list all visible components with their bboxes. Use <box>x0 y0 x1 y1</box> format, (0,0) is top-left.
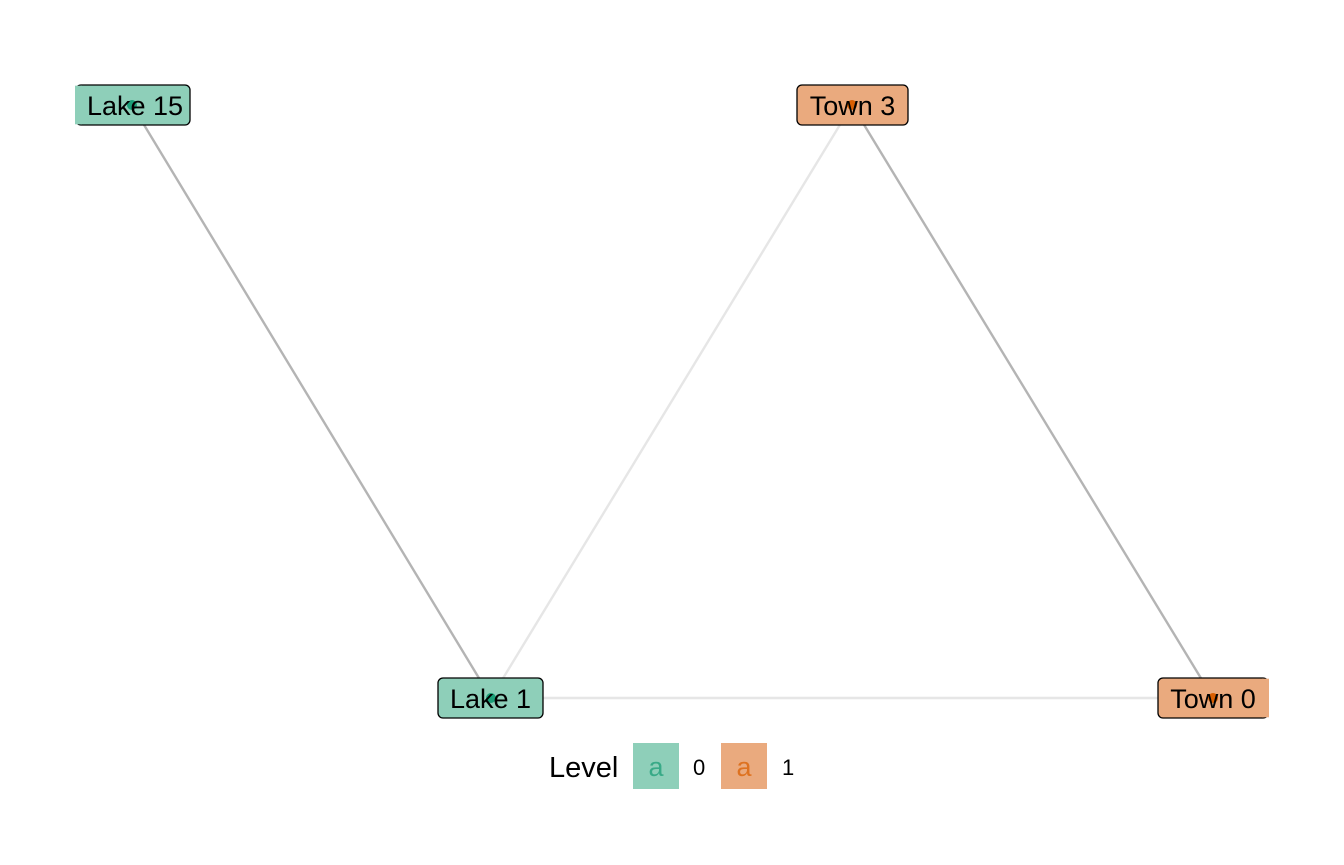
node-town0: Town 0 <box>1157 677 1269 719</box>
legend: Level a 0 a 1 <box>549 743 794 789</box>
legend-label-level-1: 1 <box>782 755 794 780</box>
node-point <box>847 100 857 110</box>
node-lake1: Lake 1 <box>437 677 544 719</box>
node-label-text: Lake 1 <box>450 684 531 714</box>
node-lake15: Lake 15 <box>75 84 191 126</box>
edges-layer <box>130 104 1215 700</box>
node-label-box-clip <box>75 85 82 125</box>
node-town3: Town 3 <box>796 84 909 126</box>
legend-item-level-0: a 0 <box>633 743 705 789</box>
legend-key-level-1 <box>721 743 767 789</box>
node-point <box>486 693 496 703</box>
node-point <box>1208 693 1218 703</box>
edge-town3-lake1 <box>489 104 854 699</box>
edge-lake15-lake1 <box>130 104 493 699</box>
legend-item-level-1: a 1 <box>721 743 794 789</box>
node-label-text: Town 3 <box>810 91 896 121</box>
legend-key-glyph-level-1: a <box>736 752 752 782</box>
legend-key-level-0 <box>633 743 679 789</box>
node-point <box>127 100 137 110</box>
nodes-layer: Lake 15 Town 3 Lake 1 Town 0 <box>75 84 1269 719</box>
legend-title: Level <box>549 752 618 784</box>
edge-town3-town0 <box>850 104 1215 699</box>
legend-key-glyph-level-0: a <box>648 752 664 782</box>
node-label-box-clip <box>1262 678 1269 718</box>
legend-label-level-0: 0 <box>693 755 705 780</box>
node-label-text: Lake 15 <box>87 91 183 121</box>
node-label-text: Town 0 <box>1170 684 1256 714</box>
